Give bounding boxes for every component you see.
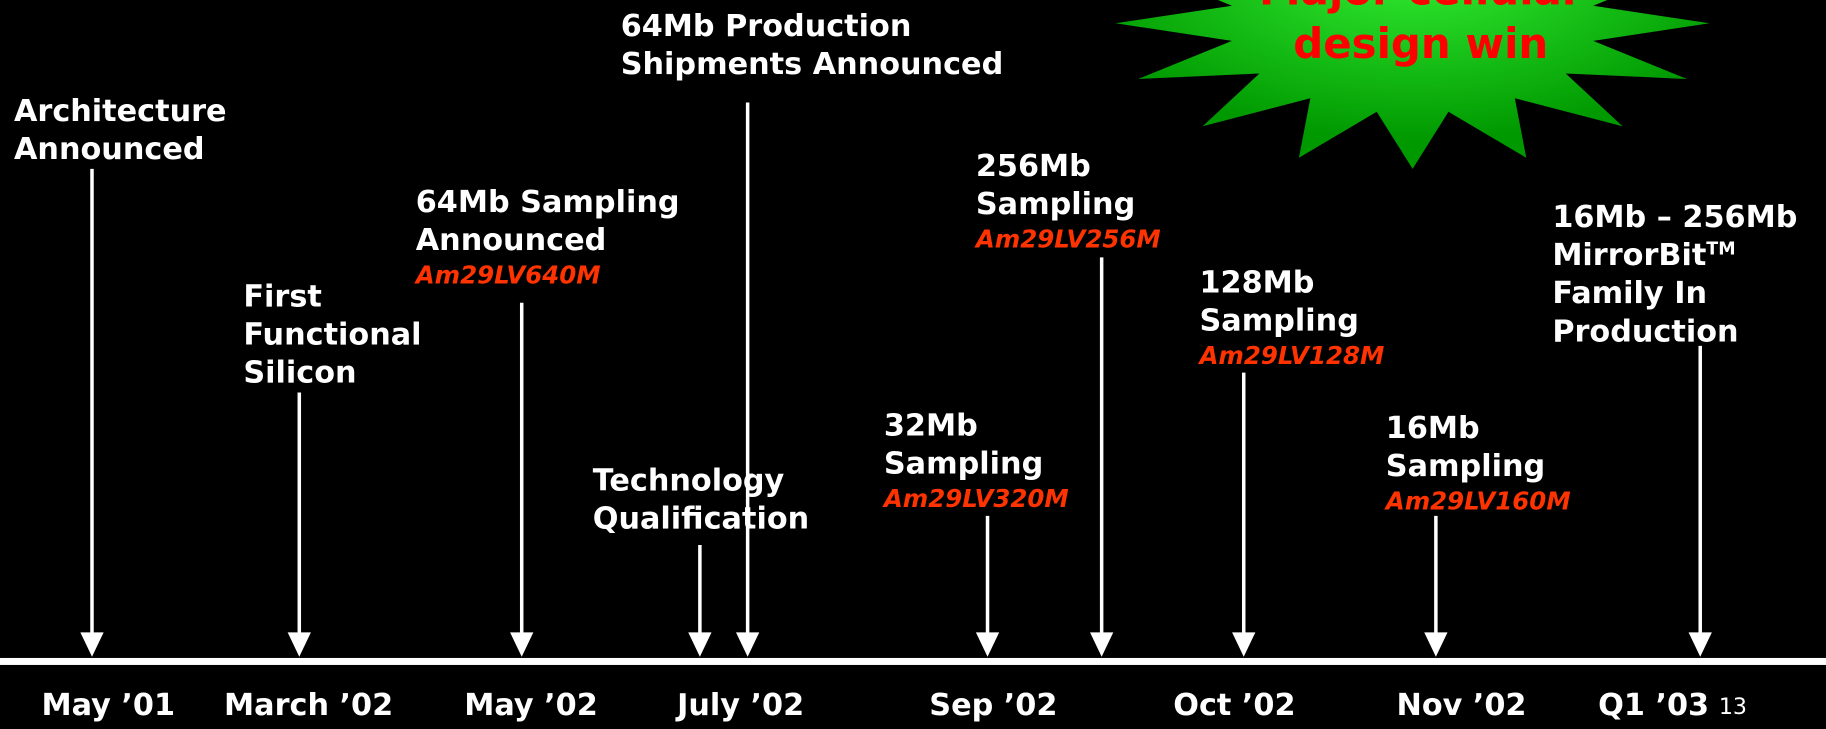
- part-number: Am29LV256M: [974, 224, 1161, 253]
- event-label: Announced: [416, 223, 607, 258]
- callout-text: design win: [1293, 19, 1548, 68]
- part-number: Am29LV640M: [414, 260, 601, 289]
- event-label: Shipments Announced: [621, 47, 1004, 82]
- event-label: 16Mb: [1386, 411, 1480, 446]
- part-number: Am29LV320M: [882, 484, 1069, 513]
- event-label: First: [243, 279, 321, 314]
- date-label: Q1 ’03: [1598, 688, 1709, 723]
- timeline-axis: [0, 658, 1826, 665]
- event-label: 16Mb – 256Mb: [1552, 200, 1797, 235]
- event-label: Family In: [1552, 276, 1707, 311]
- event-label: Sampling: [1386, 449, 1545, 484]
- event-label: Architecture: [14, 94, 227, 129]
- event-label: Sampling: [1199, 303, 1358, 338]
- part-number: Am29LV160M: [1384, 486, 1571, 515]
- date-label: Oct ’02: [1173, 688, 1295, 723]
- part-number: Am29LV128M: [1197, 341, 1384, 370]
- event-label: 32Mb: [884, 409, 978, 444]
- date-label: Sep ’02: [929, 688, 1057, 723]
- event-label: Qualification: [593, 501, 809, 536]
- event-label: Silicon: [243, 355, 356, 390]
- callout-text: Major cellular: [1259, 0, 1583, 15]
- event-label: Sampling: [884, 447, 1043, 482]
- event-label: Production: [1552, 314, 1738, 349]
- page-number: 13: [1719, 694, 1747, 720]
- date-label: May ’01: [42, 688, 176, 723]
- event-label: Announced: [14, 132, 205, 167]
- slide: Major cellulardesign winArchitectureAnno…: [0, 0, 1826, 729]
- event-label: 256Mb: [976, 149, 1091, 184]
- date-label: Nov ’02: [1396, 688, 1526, 723]
- date-label: March ’02: [224, 688, 393, 723]
- event-label: 128Mb: [1199, 265, 1314, 300]
- event-label: Functional: [243, 317, 421, 352]
- superscript: TM: [1706, 240, 1735, 260]
- date-label: July ’02: [675, 688, 804, 723]
- event-label: Sampling: [976, 187, 1135, 222]
- event-label: 64Mb Sampling: [416, 185, 680, 220]
- date-label: May ’02: [464, 688, 597, 723]
- event-label: 64Mb Production: [621, 9, 912, 44]
- event-label: Technology: [593, 463, 785, 498]
